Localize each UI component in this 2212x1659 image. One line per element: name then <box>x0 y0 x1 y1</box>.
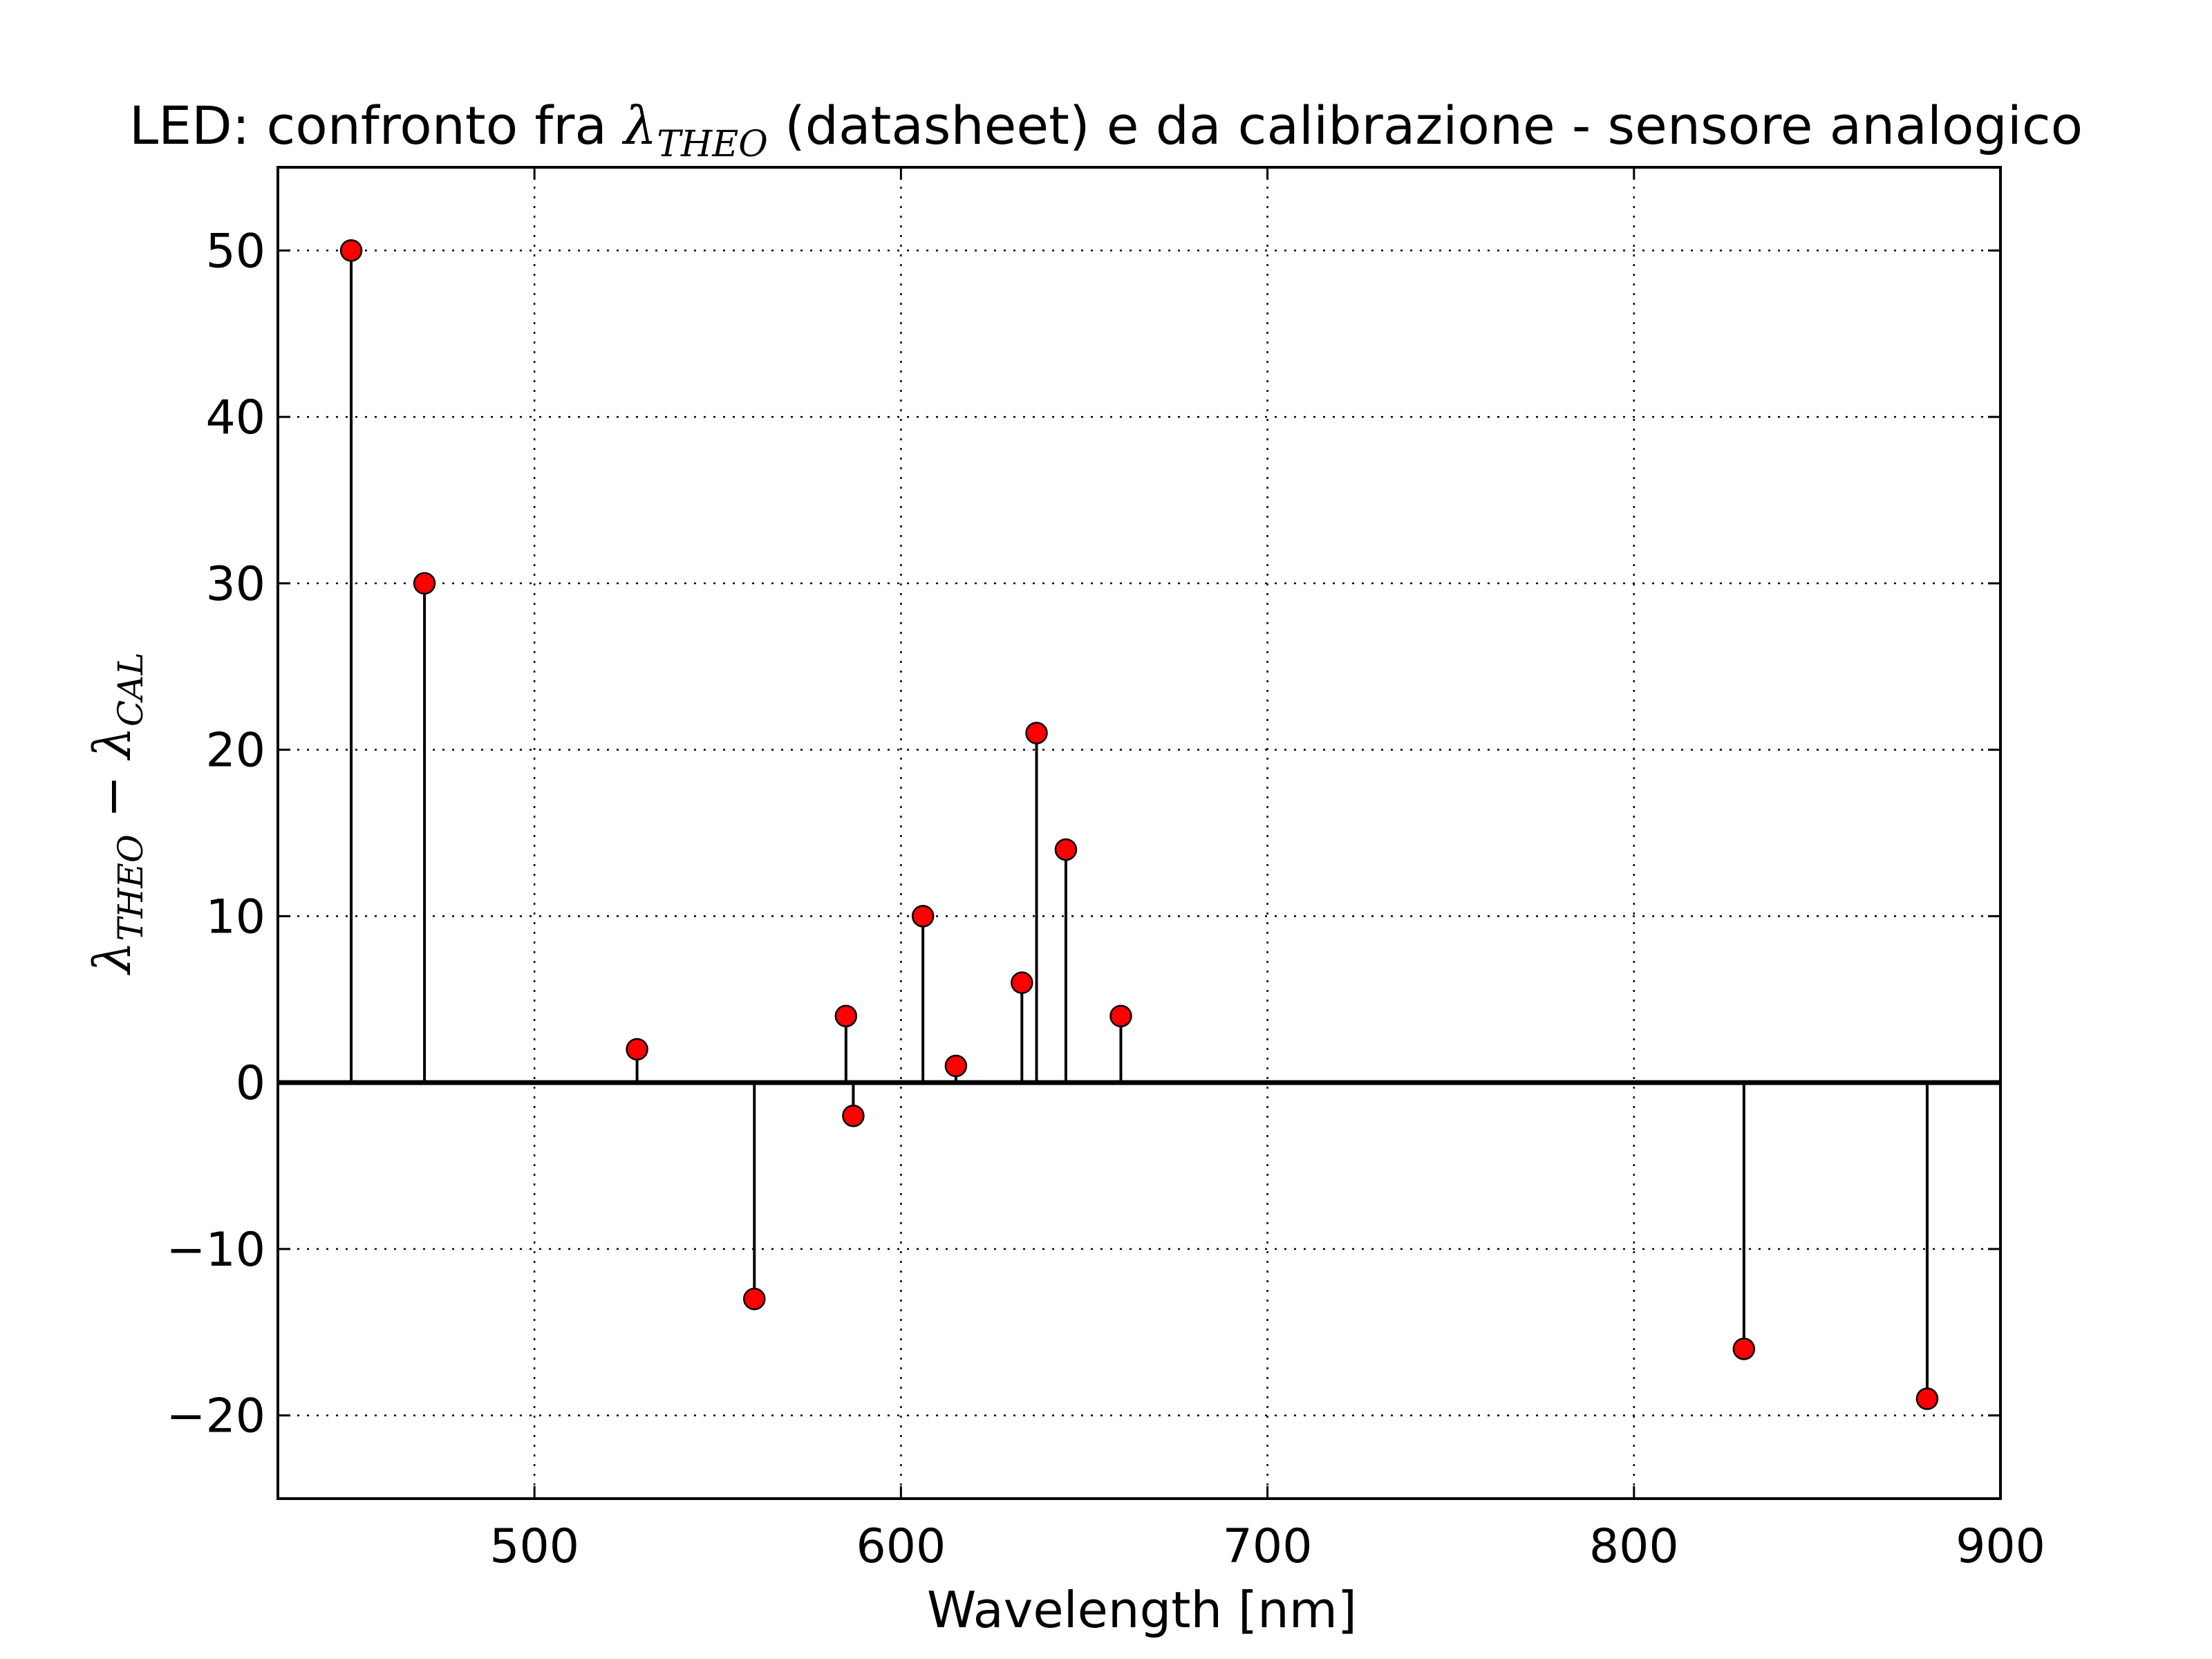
y-tick-label: 40 <box>205 391 265 445</box>
data-point-marker <box>1915 1387 1939 1410</box>
data-point-marker <box>413 572 436 595</box>
data-point-marker <box>944 1054 968 1078</box>
stem-series <box>350 250 1929 1399</box>
ylabel-minus: − <box>83 759 142 834</box>
data-point-marker <box>1109 1004 1132 1028</box>
data-point-marker <box>1011 971 1033 994</box>
data-point-marker <box>743 1287 766 1311</box>
y-tick-label: 10 <box>205 890 265 944</box>
data-point-marker <box>626 1038 648 1061</box>
y-tick-label: 30 <box>205 557 265 612</box>
ylabel-subscript-theo: THEO <box>111 834 151 941</box>
y-tick-label: 20 <box>205 724 265 778</box>
y-tick-label: −10 <box>166 1223 265 1277</box>
x-tick-label: 900 <box>1956 1519 2045 1574</box>
x-tick-label: 500 <box>489 1519 579 1574</box>
title-lambda-symbol: λ <box>621 95 657 156</box>
x-tick-label: 700 <box>1223 1519 1313 1574</box>
data-point-marker <box>1025 722 1048 744</box>
plot-frame <box>276 166 2002 1500</box>
grid-lines <box>278 167 2002 1499</box>
ylabel-lambda-theo: λ <box>83 941 142 976</box>
x-tick-label: 600 <box>856 1519 946 1574</box>
y-axis-label: λTHEO − λCAL <box>83 653 151 976</box>
ylabel-lambda-cal: λ <box>83 727 142 761</box>
data-point-marker <box>834 1004 858 1028</box>
axis-ticks <box>278 167 2002 1499</box>
y-tick-label: 50 <box>205 224 265 279</box>
title-text-before: LED: confronto fra <box>129 95 624 156</box>
y-tick-label: −20 <box>166 1389 265 1444</box>
title-text-after: (datasheet) e da calibrazione - sensore … <box>768 95 2083 156</box>
x-tick-label: 800 <box>1589 1519 1679 1574</box>
chart-title: LED: confronto fra λTHEO (datasheet) e d… <box>129 95 2083 165</box>
title-lambda-subscript: THEO <box>657 124 768 165</box>
y-tick-label: 0 <box>236 1056 265 1111</box>
ylabel-subscript-cal: CAL <box>111 653 151 727</box>
markers <box>339 239 1939 1410</box>
data-point-marker <box>1054 838 1078 861</box>
y-tick-labels: −20 −10 0 10 20 30 40 50 <box>166 224 265 1443</box>
data-point-marker <box>842 1105 865 1127</box>
data-point-marker <box>339 239 363 262</box>
data-point-marker <box>1732 1338 1756 1360</box>
x-axis-label: Wavelength [nm] <box>927 1581 1357 1639</box>
data-point-marker <box>911 905 935 928</box>
x-tick-labels: 500 600 700 800 900 <box>489 1519 2045 1574</box>
